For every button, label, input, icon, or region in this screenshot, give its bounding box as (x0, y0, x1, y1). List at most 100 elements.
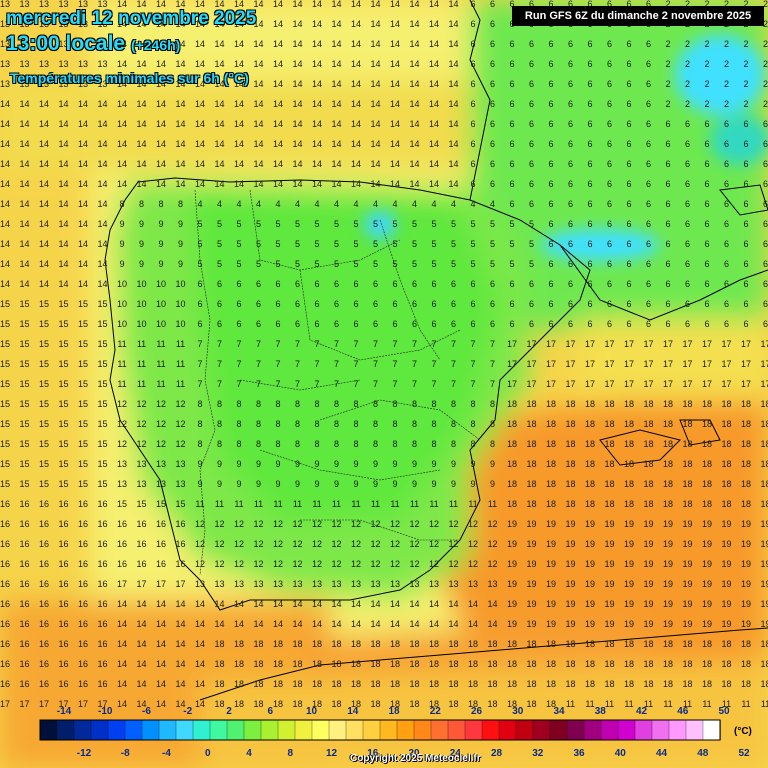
grid-value: 14 (468, 619, 478, 629)
grid-value: 4 (275, 199, 280, 209)
grid-value: 17 (643, 359, 653, 369)
grid-value: 14 (273, 39, 283, 49)
grid-value: 14 (117, 699, 127, 709)
colorbar-swatch (260, 719, 279, 741)
grid-value: 6 (490, 139, 495, 149)
grid-value: 18 (214, 639, 224, 649)
grid-value: 18 (682, 439, 692, 449)
grid-value: 16 (175, 559, 185, 569)
grid-value: 9 (334, 479, 339, 489)
grid-value: 6 (646, 79, 651, 89)
grid-value: 6 (607, 279, 612, 289)
grid-value: 6 (568, 139, 573, 149)
grid-value: 14 (195, 0, 205, 9)
grid-value: 19 (526, 519, 536, 529)
grid-value: 15 (39, 479, 49, 489)
grid-value: 17 (682, 379, 692, 389)
grid-value: 15 (117, 499, 127, 509)
grid-value: 14 (253, 619, 263, 629)
grid-value: 17 (0, 699, 10, 709)
grid-value: 12 (234, 559, 244, 569)
grid-value: 12 (409, 559, 419, 569)
grid-value: 19 (526, 579, 536, 589)
grid-value: 6 (743, 179, 748, 189)
grid-value: 19 (546, 559, 556, 569)
grid-value: 14 (253, 599, 263, 609)
grid-value: 5 (373, 259, 378, 269)
grid-value: 14 (253, 179, 263, 189)
grid-value: 6 (763, 299, 768, 309)
grid-value: 6 (470, 299, 475, 309)
grid-value: 18 (390, 679, 400, 689)
grid-value: 6 (685, 179, 690, 189)
grid-value: 19 (624, 559, 634, 569)
grid-value: 18 (702, 659, 712, 669)
grid-value: 18 (546, 659, 556, 669)
grid-value: 14 (234, 159, 244, 169)
grid-value: 8 (178, 199, 183, 209)
grid-value: 14 (448, 39, 458, 49)
grid-value: 14 (409, 19, 419, 29)
grid-value: 14 (448, 139, 458, 149)
grid-value: 19 (624, 519, 634, 529)
grid-value: 14 (175, 119, 185, 129)
grid-value: 19 (682, 519, 692, 529)
grid-value: 6 (587, 259, 592, 269)
grid-value: 13 (0, 19, 10, 29)
grid-value: 11 (722, 699, 731, 709)
grid-value: 4 (490, 199, 495, 209)
grid-value: 14 (292, 159, 302, 169)
grid-value: 6 (763, 239, 768, 249)
grid-value: 17 (526, 359, 536, 369)
grid-value: 14 (409, 159, 419, 169)
grid-value: 17 (643, 379, 653, 389)
grid-value: 4 (373, 199, 378, 209)
grid-value: 16 (0, 659, 10, 669)
grid-value: 6 (256, 319, 261, 329)
grid-value: 6 (607, 199, 612, 209)
grid-value: 16 (0, 539, 10, 549)
grid-value: 19 (741, 539, 751, 549)
grid-value: 8 (256, 399, 261, 409)
grid-value: 6 (607, 0, 612, 9)
grid-value: 6 (451, 299, 456, 309)
map-subtitle: Températures minimales sur 6h (°C) (10, 70, 249, 86)
grid-value: 14 (409, 599, 419, 609)
grid-value: 14 (351, 619, 361, 629)
grid-value: 6 (607, 139, 612, 149)
grid-value: 8 (334, 399, 339, 409)
grid-value: 18 (741, 419, 751, 429)
grid-value: 19 (526, 619, 536, 629)
grid-value: 17 (721, 339, 731, 349)
grid-value: 14 (370, 19, 380, 29)
grid-value: 5 (470, 239, 475, 249)
grid-value: 14 (156, 19, 166, 29)
grid-value: 6 (587, 199, 592, 209)
grid-value: 14 (312, 79, 322, 89)
grid-value: 12 (273, 559, 283, 569)
grid-value: 12 (136, 419, 146, 429)
grid-value: 13 (175, 459, 185, 469)
grid-value: 17 (741, 379, 751, 389)
grid-value: 14 (214, 59, 224, 69)
grid-value: 5 (275, 259, 280, 269)
grid-value: 14 (273, 619, 283, 629)
grid-value: 15 (19, 379, 29, 389)
grid-value: 9 (197, 479, 202, 489)
grid-value: 19 (643, 519, 653, 529)
grid-value: 6 (275, 299, 280, 309)
grid-value: 13 (58, 59, 68, 69)
grid-value: 14 (351, 19, 361, 29)
grid-value: 6 (529, 59, 534, 69)
grid-value: 7 (490, 359, 495, 369)
grid-value: 15 (39, 439, 49, 449)
grid-value: 6 (587, 0, 592, 9)
grid-value: 15 (136, 499, 146, 509)
grid-value: 12 (312, 559, 322, 569)
grid-value: 14 (292, 599, 302, 609)
grid-value: 14 (253, 0, 263, 9)
grid-value: 2 (665, 59, 670, 69)
grid-value: 14 (117, 79, 127, 89)
grid-value: 15 (39, 379, 49, 389)
grid-value: 8 (490, 419, 495, 429)
